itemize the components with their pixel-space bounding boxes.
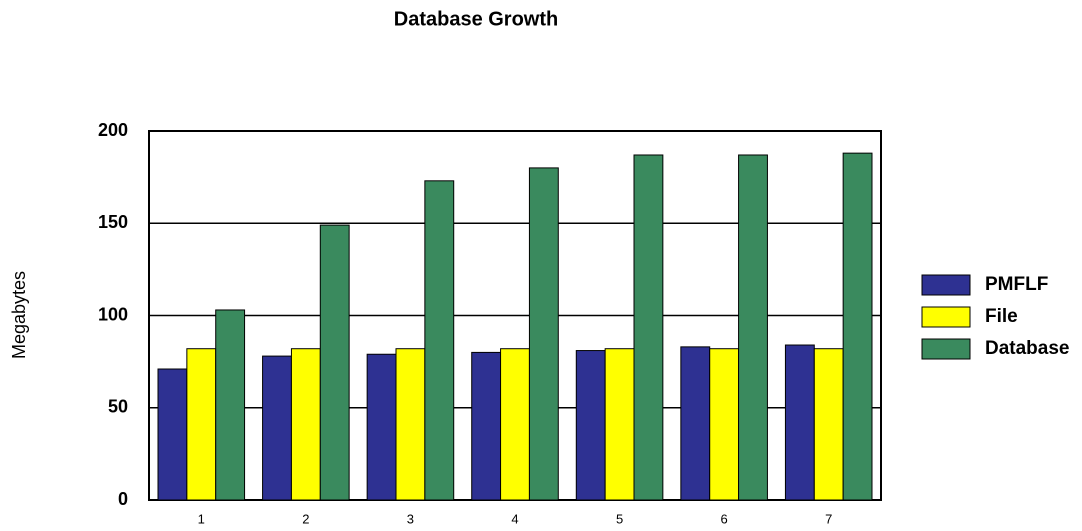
bar [528,167,559,501]
bar [604,348,635,501]
bar [424,180,455,501]
x-tick-label: 6 [721,511,728,526]
y-axis-label: Megabytes [9,271,29,359]
bar [680,346,711,501]
bar [366,353,397,501]
y-tick-label: 150 [98,212,128,232]
bar [500,348,530,501]
y-tick-label: 0 [118,489,128,509]
bar [709,348,740,501]
legend-swatch [921,274,971,296]
bar [784,344,815,501]
bar [290,348,321,501]
legend-swatch [921,338,971,360]
chart-title: Database Growth [394,8,558,30]
bar [738,154,768,501]
x-tick-label: 1 [198,511,205,526]
bar [813,348,844,501]
x-tick-label: 5 [616,511,623,526]
bar [157,368,188,501]
y-tick-label: 100 [98,304,128,324]
bar [842,152,873,501]
legend-swatch [921,306,971,328]
bar [186,348,217,501]
legend-label: PMFLF [985,274,1048,295]
legend-label: Database [985,338,1070,359]
bar [395,348,426,501]
bar [319,224,350,501]
x-tick-label: 3 [407,511,414,526]
bar [471,351,502,501]
bar [262,355,292,501]
x-tick-label: 7 [825,511,832,526]
bar [215,309,246,501]
x-tick-label: 2 [302,511,309,526]
y-tick-label: 200 [98,120,128,140]
x-tick-label: 4 [511,511,518,526]
bar [633,154,664,501]
bar [575,350,606,501]
legend-label: File [985,306,1018,327]
y-tick-label: 50 [108,397,128,417]
